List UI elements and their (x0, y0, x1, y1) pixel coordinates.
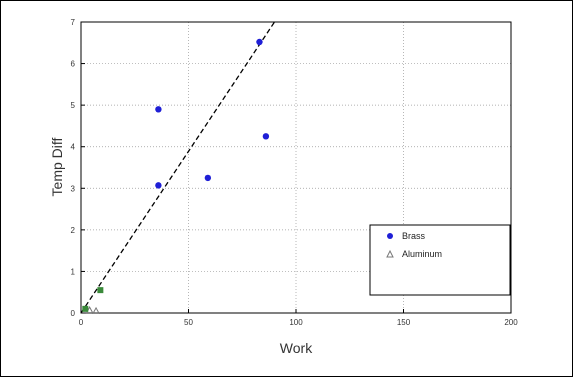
legend-aluminum-label: Aluminum (402, 249, 442, 259)
data-point-brass (155, 106, 162, 113)
data-point-series-2 (97, 287, 104, 294)
x-axis-label: Work (280, 340, 313, 356)
data-point-brass (204, 174, 212, 182)
data-point-aluminum (92, 306, 100, 314)
data-points (82, 38, 270, 314)
x-tick-label: 100 (289, 318, 303, 327)
data-point-brass (256, 38, 263, 46)
y-tick-label: 6 (71, 60, 76, 69)
y-tick-label: 5 (71, 101, 76, 110)
y-tick-label: 0 (71, 309, 76, 318)
data-point-brass (262, 133, 270, 140)
y-tick-label: 3 (71, 184, 76, 193)
data-point-series-2 (82, 305, 89, 312)
axis-ticks: 0 50 100 150 200 0 1 2 3 4 5 6 7 (71, 18, 519, 327)
y-tick-label: 2 (71, 226, 76, 235)
legend-box (369, 224, 511, 296)
legend: Brass Aluminum (369, 224, 511, 296)
x-tick-label: 0 (79, 318, 84, 327)
fit-line-group (80, 21, 276, 314)
legend-brass-label: Brass (402, 231, 426, 241)
x-tick-label: 50 (184, 318, 193, 327)
x-tick-label: 200 (504, 318, 518, 327)
y-tick-label: 7 (71, 18, 76, 27)
y-axis-label: Temp Diff (49, 137, 65, 196)
y-tick-label: 1 (71, 267, 76, 276)
x-tick-label: 150 (397, 318, 411, 327)
grid-lines (81, 22, 511, 313)
legend-aluminum-marker (386, 249, 394, 258)
y-tick-label: 4 (71, 143, 76, 152)
fit-line (80, 21, 276, 314)
data-point-brass (155, 182, 162, 189)
legend-brass-marker (387, 233, 393, 239)
